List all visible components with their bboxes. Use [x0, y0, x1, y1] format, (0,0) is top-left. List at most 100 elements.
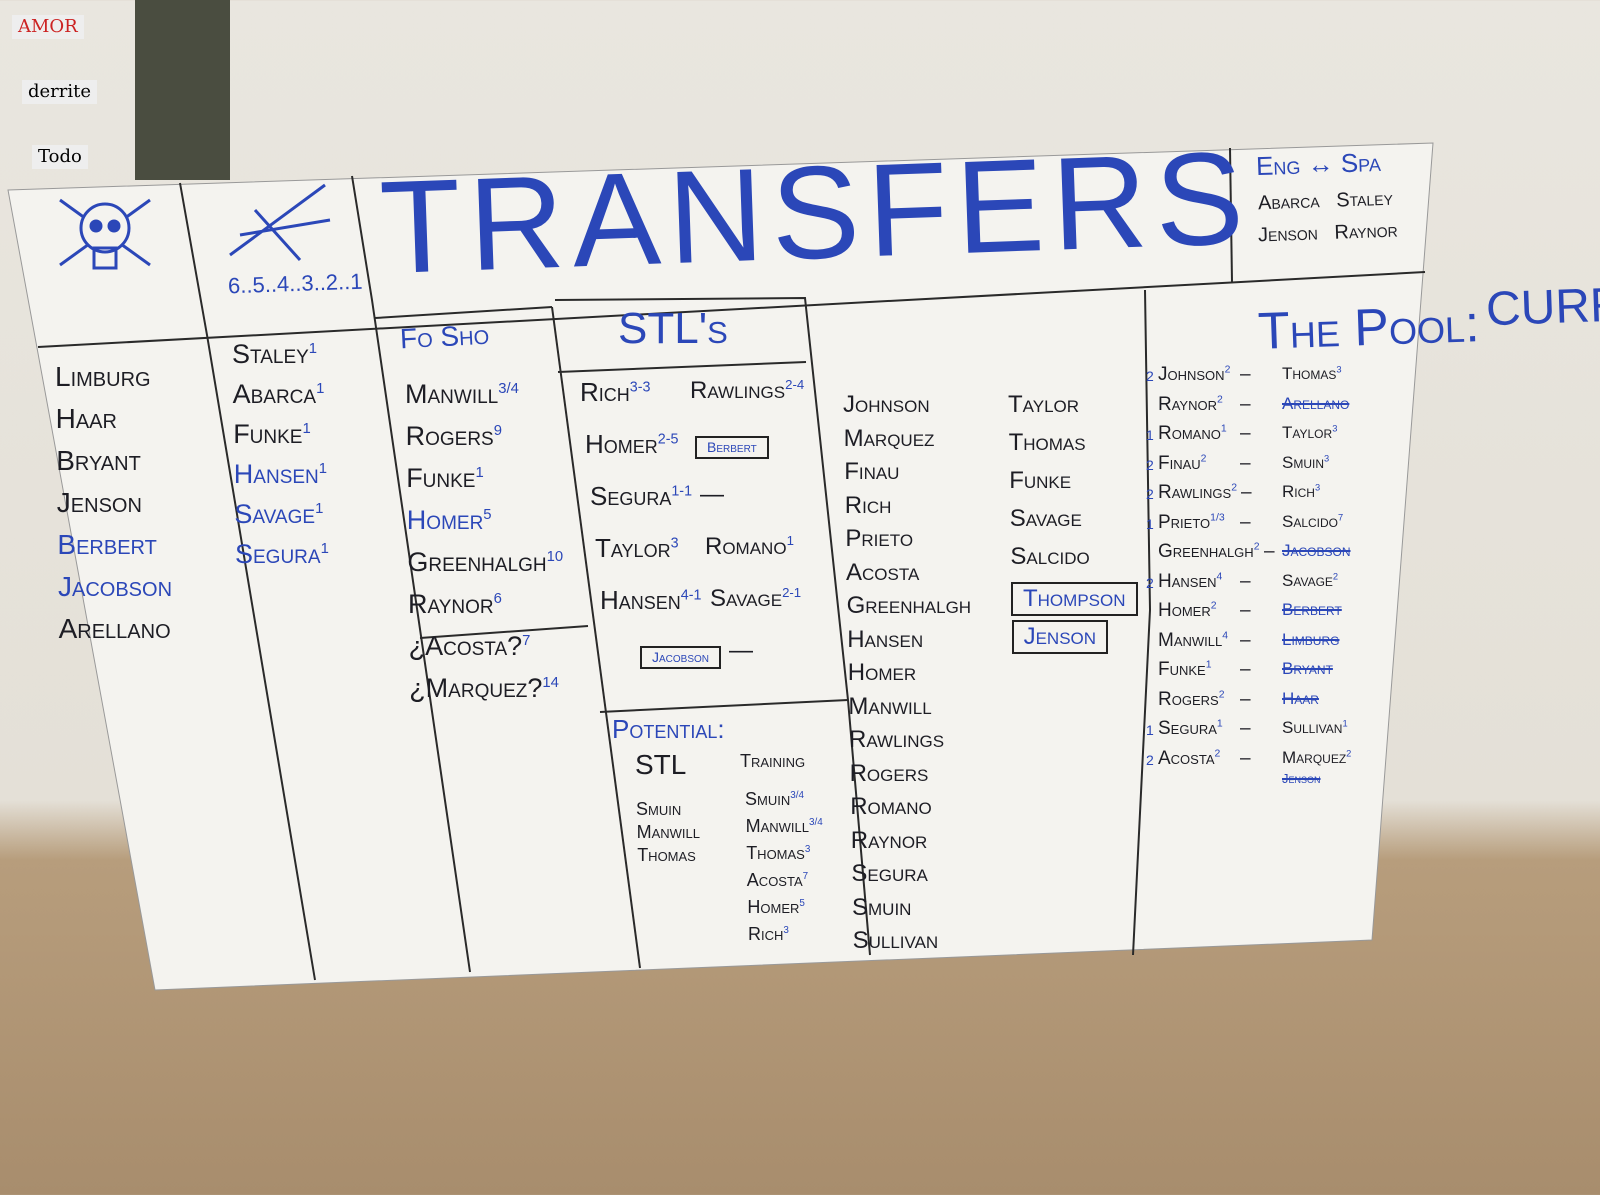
- pool-right-name: Taylor: [1008, 391, 1080, 418]
- current-right-name: Bryant: [1282, 659, 1333, 678]
- col2-name: Segura1: [235, 539, 329, 569]
- potential-stl-name: Thomas: [637, 845, 696, 865]
- count-superscript: 7: [522, 633, 531, 649]
- pool-left-name: Homer: [847, 659, 917, 686]
- potential-training-name: Homer5: [747, 897, 805, 917]
- airplane-icon: [229, 183, 331, 262]
- lang-box-row: Abarca Staley: [1257, 187, 1394, 215]
- current-left-name: Johnson2: [1158, 364, 1231, 385]
- current-dash: –: [1240, 629, 1251, 651]
- col1-name: Haar: [55, 403, 117, 434]
- count-superscript: 7: [802, 871, 809, 882]
- current-right-name: Jacobson: [1282, 541, 1351, 560]
- lang-box-header: Eng ↔ Spa: [1255, 146, 1382, 182]
- pool-left-name: Marquez: [843, 424, 935, 452]
- current-dash: –: [1240, 747, 1251, 769]
- count-superscript: 2-5: [657, 431, 679, 448]
- fo-sho-name: Funke1: [406, 463, 484, 493]
- stl-left-name: Hansen4-1: [600, 585, 702, 615]
- potential-training-name: Acosta7: [746, 870, 809, 890]
- count-superscript: 1: [302, 421, 311, 437]
- count-superscript: 3/4: [498, 381, 519, 397]
- count-superscript: 3/4: [790, 790, 804, 801]
- current-left-name: Manwill4: [1158, 629, 1229, 651]
- pool-left-name: Rogers: [849, 759, 929, 787]
- current-dash: –: [1240, 600, 1251, 621]
- count-superscript: 1: [1216, 718, 1223, 730]
- count-superscript: 2-1: [782, 585, 802, 600]
- potential-stl-name: Smuin: [636, 799, 682, 819]
- count-superscript: 3: [670, 535, 679, 552]
- stl-right-name: —: [729, 637, 753, 664]
- pool-left-name: Johnson: [843, 391, 930, 418]
- count-superscript: 3-3: [629, 379, 651, 396]
- col2-name: Abarca1: [232, 379, 325, 409]
- count-superscript: 3: [1332, 423, 1338, 434]
- wall-note: Todo: [32, 145, 88, 169]
- current-left-name: Romano1: [1158, 423, 1227, 444]
- count-superscript: 3: [1336, 364, 1342, 375]
- current-priority: 2: [1146, 456, 1154, 473]
- potential-training-name: Thomas3: [746, 843, 811, 863]
- count-superscript: 1: [1220, 423, 1227, 435]
- fo-sho-name: Greenhalgh10: [407, 547, 564, 577]
- pool-left-name: Hansen: [847, 625, 924, 653]
- stl-left-name: Taylor3: [595, 533, 679, 563]
- pool-left-name: Segura: [851, 860, 928, 887]
- current-dash: –: [1240, 452, 1251, 474]
- count-superscript: 1: [786, 533, 794, 548]
- current-right-name: Smuin3: [1282, 452, 1330, 472]
- stl-left-name: Rich3-3: [580, 377, 651, 407]
- current-dash: –: [1264, 541, 1275, 562]
- fo-sho-name: Raynor6: [408, 589, 502, 619]
- stl-left-name: Jacobson: [640, 646, 722, 670]
- stl-right-name: Rawlings2-4: [690, 377, 805, 404]
- current-right-name: Berbert: [1282, 600, 1342, 619]
- col2-name: Funke1: [233, 419, 311, 449]
- pool-right-name: Thompson: [1011, 582, 1138, 617]
- current-priority: 1: [1146, 427, 1154, 443]
- count-superscript: 4-1: [680, 587, 702, 604]
- count-superscript: 4: [1216, 571, 1223, 583]
- count-superscript: 1/3: [1210, 512, 1225, 524]
- pool-left-name: Greenhalgh: [846, 592, 972, 619]
- current-priority: 2: [1146, 751, 1154, 768]
- fo-sho-name: Homer5: [406, 505, 492, 535]
- count-superscript: 2-4: [785, 377, 805, 392]
- stl-left-name: Segura1-1: [590, 481, 693, 511]
- count-superscript: 2: [1214, 748, 1221, 760]
- count-superscript: 2: [1332, 570, 1339, 581]
- current-right-name: Savage2: [1282, 570, 1339, 590]
- count-superscript: 1: [320, 541, 329, 557]
- count-superscript: 2: [1224, 364, 1231, 376]
- stl-left-name: Homer2-5: [585, 429, 679, 459]
- count-superscript: 6: [493, 591, 502, 607]
- current-left-name: Finau2: [1158, 452, 1207, 474]
- pool-left-name: Rich: [844, 491, 892, 519]
- fo-sho-name: Manwill3/4: [405, 379, 519, 409]
- current-dash: –: [1240, 511, 1251, 533]
- current-right-name: Thomas3: [1282, 364, 1342, 383]
- count-superscript: 2: [1200, 453, 1207, 465]
- current-right-name: Limburg: [1282, 629, 1340, 649]
- stl-right-name: —: [700, 481, 724, 508]
- current-right-struck-name: Jenson: [1282, 770, 1321, 786]
- fo-sho-name: ¿Marquez?14: [409, 673, 559, 703]
- col2-name: Savage1: [234, 499, 324, 529]
- pool-right-name: Funke: [1009, 467, 1072, 494]
- pool-right-name: Thomas: [1008, 429, 1086, 456]
- count-superscript: 2: [1218, 689, 1225, 701]
- current-left-name: Prieto1/3: [1158, 511, 1225, 533]
- potential-stl-name: Manwill: [636, 822, 700, 842]
- fo-sho-header: Fo Sho: [399, 318, 490, 355]
- col1-name: Arellano: [58, 613, 171, 644]
- current-left-name: Funke1: [1158, 659, 1212, 680]
- potential-training-name: Smuin3/4: [745, 789, 804, 809]
- current-right-name: Arellano: [1282, 393, 1350, 413]
- current-left-name: Rawlings2: [1158, 482, 1238, 503]
- count-superscript: 2: [1231, 482, 1238, 494]
- col1-name: Bryant: [56, 445, 141, 476]
- skull-crossbones-icon: [59, 198, 151, 270]
- current-priority: 2: [1146, 368, 1154, 384]
